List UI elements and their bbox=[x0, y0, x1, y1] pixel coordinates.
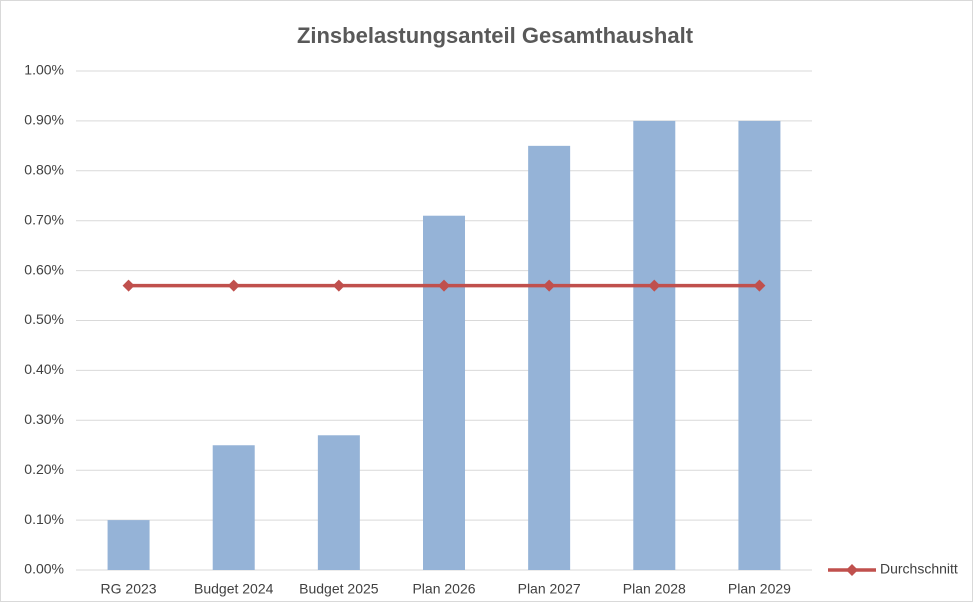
bar bbox=[738, 120, 781, 571]
bar bbox=[212, 445, 255, 570]
y-tick-label: 0.70% bbox=[24, 211, 64, 227]
marker bbox=[753, 279, 766, 292]
legend-label: Durchschnitt bbox=[880, 561, 958, 577]
x-tick-label: Budget 2024 bbox=[194, 581, 274, 597]
bar bbox=[633, 120, 676, 571]
bar bbox=[317, 435, 360, 570]
y-tick-label: 0.40% bbox=[24, 361, 64, 377]
marker bbox=[332, 279, 345, 292]
y-tick-label: 0.90% bbox=[24, 112, 64, 128]
y-tick-label: 0.50% bbox=[24, 311, 64, 327]
y-tick-label: 0.60% bbox=[24, 261, 64, 277]
x-tick-label: Plan 2029 bbox=[728, 581, 791, 597]
y-tick-label: 0.00% bbox=[24, 561, 64, 577]
chart-title: Zinsbelastungsanteil Gesamthaushalt bbox=[297, 23, 694, 48]
bar bbox=[528, 145, 571, 570]
marker bbox=[438, 279, 450, 292]
legend-marker bbox=[846, 564, 858, 576]
marker bbox=[543, 279, 556, 292]
y-tick-label: 0.10% bbox=[24, 511, 64, 527]
marker bbox=[122, 279, 135, 292]
y-tick-label: 0.20% bbox=[24, 461, 64, 477]
bar bbox=[107, 520, 150, 570]
x-tick-label: RG 2023 bbox=[101, 581, 157, 597]
y-tick-label: 0.30% bbox=[24, 411, 64, 427]
x-tick-label: Plan 2028 bbox=[623, 581, 686, 597]
marker bbox=[227, 279, 240, 292]
bar bbox=[423, 215, 465, 570]
y-tick-label: 0.80% bbox=[24, 162, 64, 178]
marker bbox=[648, 279, 661, 292]
x-tick-label: Plan 2026 bbox=[412, 581, 475, 597]
x-tick-label: Budget 2025 bbox=[299, 581, 379, 597]
y-tick-label: 1.00% bbox=[24, 62, 64, 78]
x-tick-label: Plan 2027 bbox=[518, 581, 581, 597]
